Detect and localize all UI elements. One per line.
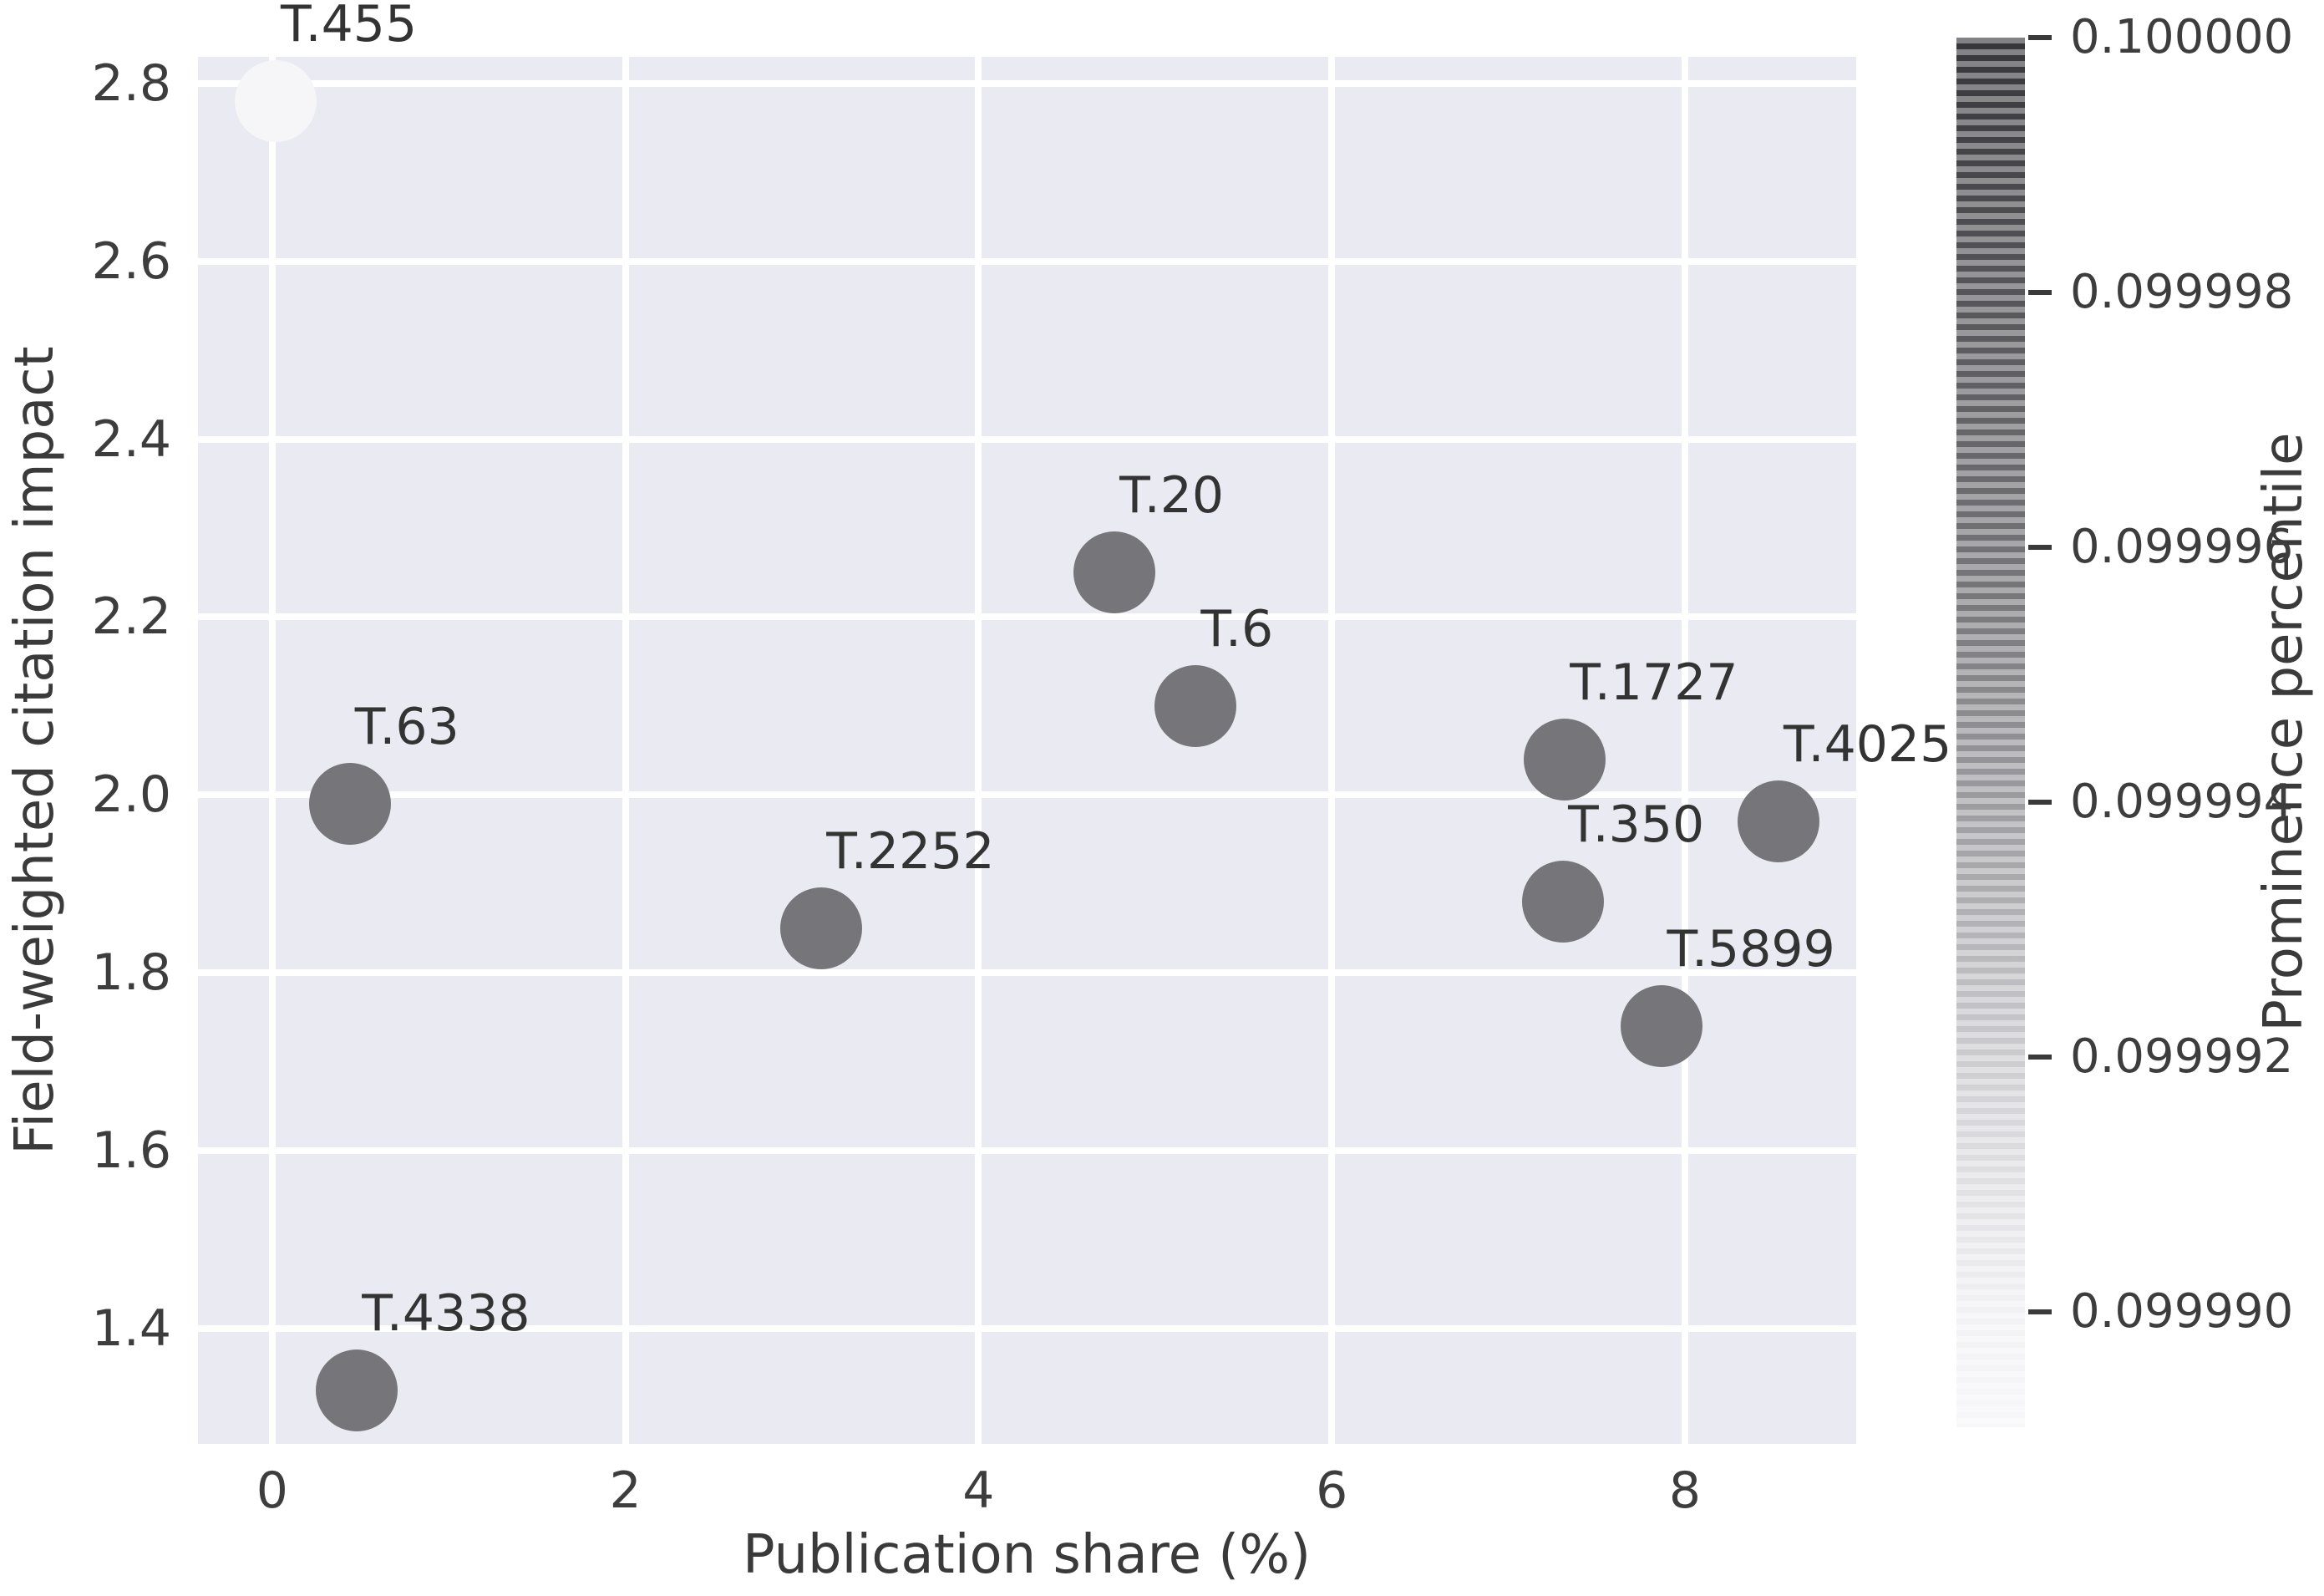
colorbar-tick-label: 0.099994 — [2070, 774, 2294, 829]
y-tick-label: 2.4 — [91, 409, 171, 469]
y-gridline — [198, 791, 1856, 799]
scatter-point — [780, 887, 863, 969]
y-gridline — [198, 257, 1856, 265]
point-label: T.4025 — [1783, 715, 1952, 775]
scatter-point — [1154, 664, 1237, 747]
point-label: T.63 — [354, 697, 459, 756]
y-tick-label: 1.8 — [91, 943, 171, 1003]
scatter-point — [1073, 531, 1156, 614]
point-label: T.20 — [1119, 466, 1225, 526]
y-gridline — [198, 1324, 1856, 1332]
scatter-point — [308, 762, 391, 845]
y-gridline — [198, 435, 1856, 443]
colorbar-tick-label: 0.099992 — [2070, 1029, 2294, 1084]
scatter-point — [316, 1349, 398, 1432]
x-tick-label: 8 — [1668, 1461, 1702, 1520]
y-gridline — [198, 969, 1856, 977]
colorbar-tick-label: 0.100000 — [2070, 10, 2294, 64]
point-label: T.350 — [1568, 795, 1705, 854]
point-label: T.6 — [1200, 599, 1274, 658]
x-gridline — [1681, 57, 1688, 1444]
x-gridline — [1328, 57, 1336, 1444]
colorbar-tick — [2028, 544, 2052, 550]
y-tick-label: 1.4 — [91, 1299, 171, 1358]
x-tick-label: 0 — [256, 1461, 288, 1520]
point-label: T.1727 — [1570, 653, 1738, 712]
y-tick-label: 2.0 — [91, 765, 171, 825]
colorbar-tick-label: 0.099998 — [2070, 264, 2294, 319]
colorbar-tick — [2028, 289, 2052, 295]
colorbar-tick — [2028, 799, 2052, 805]
x-axis-label: Publication share (%) — [742, 1524, 1312, 1586]
x-tick-label: 6 — [1316, 1461, 1348, 1520]
colorbar-tick — [2028, 1054, 2052, 1060]
colorbar-tick-label: 0.099996 — [2070, 519, 2294, 574]
point-label: T.2252 — [826, 821, 995, 881]
colorbar — [1956, 38, 2025, 1427]
colorbar-tick — [2028, 35, 2052, 40]
y-gridline — [198, 613, 1856, 621]
scatter-point — [1524, 718, 1606, 801]
colorbar-tick-label: 0.099990 — [2070, 1283, 2294, 1339]
y-tick-label: 2.8 — [91, 53, 171, 113]
y-tick-label: 2.2 — [91, 587, 171, 647]
x-tick-label: 4 — [962, 1461, 995, 1520]
x-tick-label: 2 — [609, 1461, 642, 1520]
scatter-point — [235, 60, 317, 143]
colorbar-tick — [2028, 1309, 2052, 1314]
point-label: T.455 — [281, 0, 418, 54]
point-label: T.4338 — [362, 1284, 530, 1344]
x-gridline — [268, 57, 276, 1444]
y-tick-label: 1.6 — [91, 1121, 171, 1180]
point-label: T.5899 — [1667, 919, 1835, 978]
y-gridline — [198, 79, 1856, 87]
scatter-point — [1621, 984, 1703, 1067]
x-gridline — [975, 57, 982, 1444]
y-tick-label: 2.6 — [91, 231, 171, 291]
x-gridline — [622, 57, 629, 1444]
scatter-point — [1522, 860, 1605, 943]
scatter-point — [1737, 780, 1819, 863]
y-gridline — [198, 1146, 1856, 1154]
